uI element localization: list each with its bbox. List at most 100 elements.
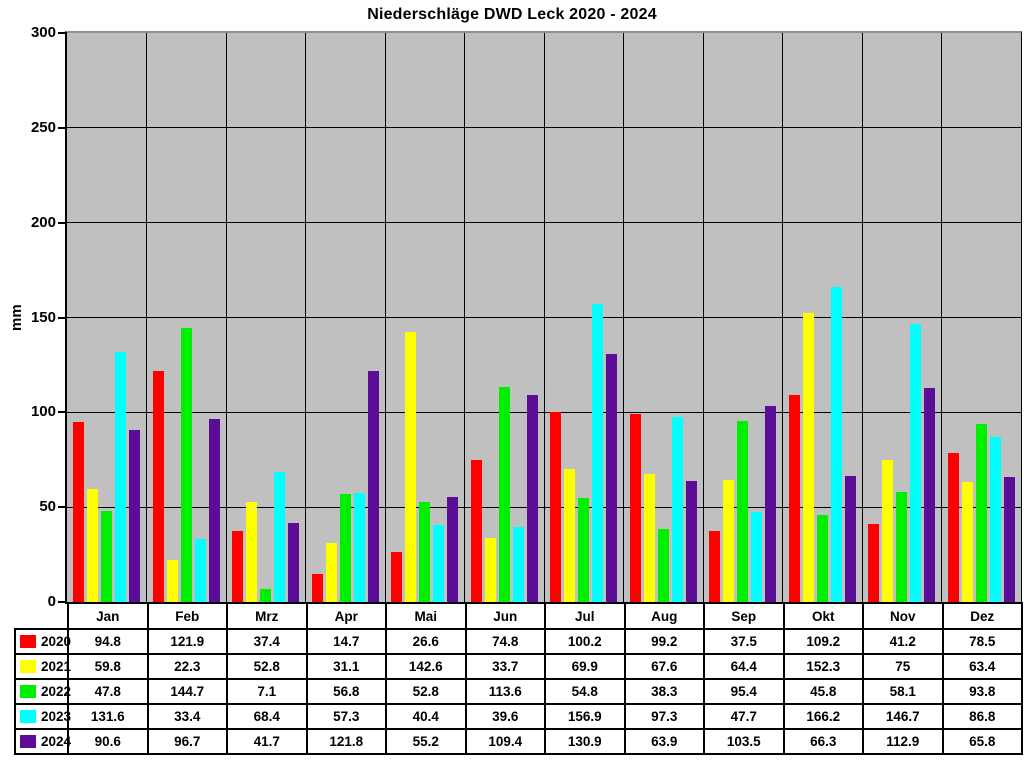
legend-inner-2022: 2022 (16, 684, 71, 699)
series-label-2021: 2021 (41, 659, 72, 674)
legend-swatch-2021 (20, 660, 36, 673)
month-header-dez: Dez (941, 602, 1023, 630)
table-row-2024: 2024 90.6 96.7 41.7 121.8 55.2 109.4 130.9 63.9 1… (14, 728, 1023, 755)
bar-2024-mai (447, 497, 459, 602)
y-tick-label-0: 0 (47, 593, 56, 610)
y-tick-label-200: 200 (30, 213, 56, 231)
month-separator (702, 33, 704, 602)
value-2021-nov: 75 (862, 653, 944, 680)
value-2023-jul: 156.9 (544, 703, 626, 730)
y-tick-mark-250 (58, 126, 67, 129)
bar-2021-okt (802, 313, 814, 602)
month-header-mai: Mai (385, 602, 467, 630)
month-header-aug: Aug (623, 602, 705, 630)
month-header-mrz: Mrz (226, 602, 308, 630)
value-2022-apr: 56.8 (305, 678, 387, 705)
value-2023-nov: 146.7 (862, 703, 944, 730)
month-separator (543, 33, 545, 602)
value-2024-apr: 121.8 (305, 728, 387, 755)
value-2021-apr: 31.1 (305, 653, 387, 680)
legend-cell-2020: 2020 (14, 628, 72, 655)
y-tick-label-300: 300 (30, 24, 56, 41)
bar-2024-mrz (288, 522, 300, 602)
bar-2023-dez (989, 437, 1001, 602)
value-2023-apr: 57.3 (305, 703, 387, 730)
y-tick-label-250: 250 (30, 118, 56, 136)
month-group-nov (862, 33, 942, 602)
value-2022-jun: 113.6 (464, 678, 546, 705)
bar-2021-aug (643, 473, 655, 602)
table-row-2022: 2022 47.8 144.7 7.1 56.8 52.8 113.6 54.8 38.3 95.… (14, 678, 1023, 705)
month-separator (623, 33, 624, 602)
month-header-sep: Sep (703, 602, 785, 630)
value-2023-jan: 131.6 (67, 703, 149, 730)
value-2022-sep: 95.4 (703, 678, 785, 705)
y-tick-mark-100 (58, 411, 67, 414)
value-2021-aug: 67.6 (623, 653, 705, 680)
bar-2023-mai (433, 525, 445, 602)
month-group-mrz (226, 33, 306, 602)
value-2022-feb: 144.7 (146, 678, 228, 705)
value-2024-mrz: 41.7 (226, 728, 308, 755)
bar-2022-dez (975, 424, 987, 602)
legend-swatch-2022 (20, 685, 36, 698)
value-2021-jan: 59.8 (67, 653, 149, 680)
series-label-2020: 2020 (41, 634, 72, 649)
value-2024-dez: 65.8 (941, 728, 1023, 755)
value-2022-nov: 58.1 (862, 678, 944, 705)
value-2021-mrz: 52.8 (226, 653, 308, 680)
value-2023-feb: 33.4 (146, 703, 228, 730)
table-body: 2020 94.8 121.9 37.4 14.7 26.6 74.8 100.2 99.2 37… (14, 628, 1023, 755)
bar-2020-okt (788, 394, 800, 602)
table-row-2023: 2023 131.6 33.4 68.4 57.3 40.4 39.6 156.9 97.3 47… (14, 703, 1023, 730)
bar-2021-dez (961, 481, 973, 602)
bar-2021-mai (405, 331, 417, 602)
legend-inner-2024: 2024 (16, 734, 71, 749)
bar-2023-jun (512, 526, 524, 602)
bar-2022-feb (180, 327, 192, 602)
value-2021-okt: 152.3 (782, 653, 864, 680)
month-separator (782, 33, 783, 602)
month-group-sep (703, 33, 783, 602)
bar-2021-feb (166, 559, 178, 602)
month-separator (225, 33, 227, 602)
value-2020-jul: 100.2 (544, 628, 626, 655)
bar-2024-jun (526, 394, 538, 602)
bar-2022-aug (657, 529, 669, 602)
y-tick-label-100: 100 (30, 403, 56, 421)
value-2021-mai: 142.6 (385, 653, 467, 680)
bar-2022-mai (419, 501, 431, 602)
value-2020-dez: 78.5 (941, 628, 1023, 655)
y-tick-label-150: 150 (30, 308, 56, 326)
value-2022-mrz: 7.1 (226, 678, 308, 705)
value-2022-dez: 93.8 (941, 678, 1023, 705)
bar-2022-sep (737, 421, 749, 602)
value-2020-aug: 99.2 (623, 628, 705, 655)
legend-inner-2021: 2021 (16, 659, 71, 674)
bar-2022-mrz (260, 588, 272, 602)
bar-2020-dez (947, 453, 959, 602)
month-group-feb (147, 33, 227, 602)
value-2021-dez: 63.4 (941, 653, 1023, 680)
bar-2023-aug (671, 417, 683, 602)
bar-2022-jul (578, 498, 590, 602)
value-2024-aug: 63.9 (623, 728, 705, 755)
bar-2020-jul (550, 411, 562, 602)
month-group-mai (385, 33, 465, 602)
value-2021-feb: 22.3 (146, 653, 228, 680)
value-2022-okt: 45.8 (782, 678, 864, 705)
value-2024-jan: 90.6 (67, 728, 149, 755)
value-2022-jul: 54.8 (544, 678, 626, 705)
value-2023-okt: 166.2 (782, 703, 864, 730)
value-2020-mai: 26.6 (385, 628, 467, 655)
y-tick-mark-50 (58, 506, 67, 509)
month-header-nov: Nov (862, 602, 944, 630)
value-2020-mrz: 37.4 (226, 628, 308, 655)
table-row-2020: 2020 94.8 121.9 37.4 14.7 26.6 74.8 100.2 99.2 37… (14, 628, 1023, 655)
value-2022-jan: 47.8 (67, 678, 149, 705)
month-group-jan (67, 33, 147, 602)
bar-2020-nov (868, 523, 880, 602)
value-2020-jan: 94.8 (67, 628, 149, 655)
bar-2021-mrz (246, 501, 258, 602)
